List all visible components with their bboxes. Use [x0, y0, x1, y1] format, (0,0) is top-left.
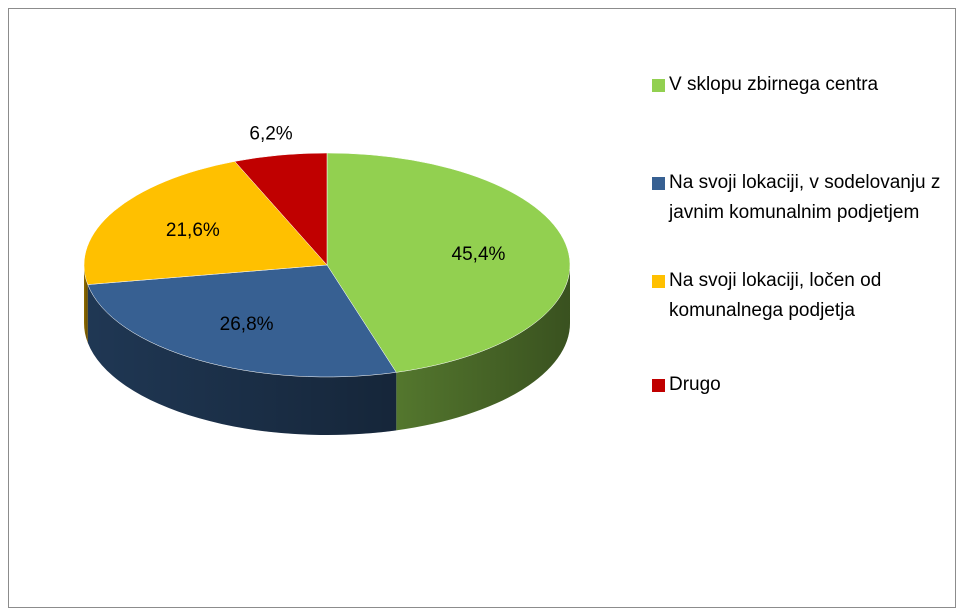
legend-swatch: [652, 379, 665, 392]
slice-side-shade: [87, 284, 397, 435]
data-label: 26,8%: [220, 314, 274, 335]
slice-side-shade: [396, 265, 570, 431]
slice: [83, 161, 328, 285]
data-label: 21,6%: [166, 220, 220, 241]
data-label: 6,2%: [249, 123, 292, 144]
legend-label: Na svoji lokaciji, ločen od komunalnega …: [669, 270, 882, 321]
legend-entry: Na svoji lokaciji, v sodelovanju z javni…: [652, 168, 942, 228]
legend-label: Na svoji lokaciji, v sodelovanju z javni…: [669, 172, 941, 223]
legend-label: Drugo: [669, 374, 721, 395]
legend-swatch: [652, 177, 665, 190]
legend-entry: V sklopu zbirnega centra: [652, 70, 942, 100]
slice: [87, 264, 397, 378]
legend-entry: Na svoji lokaciji, ločen od komunalnega …: [652, 266, 942, 326]
data-label: 45,4%: [452, 244, 506, 265]
slice-side-shade: [84, 265, 88, 343]
legend-swatch: [652, 79, 665, 92]
legend-label: V sklopu zbirnega centra: [669, 74, 879, 95]
legend-swatch: [652, 275, 665, 288]
slice: [234, 152, 328, 266]
slice: [326, 152, 571, 373]
legend-entry: Drugo: [652, 370, 942, 400]
